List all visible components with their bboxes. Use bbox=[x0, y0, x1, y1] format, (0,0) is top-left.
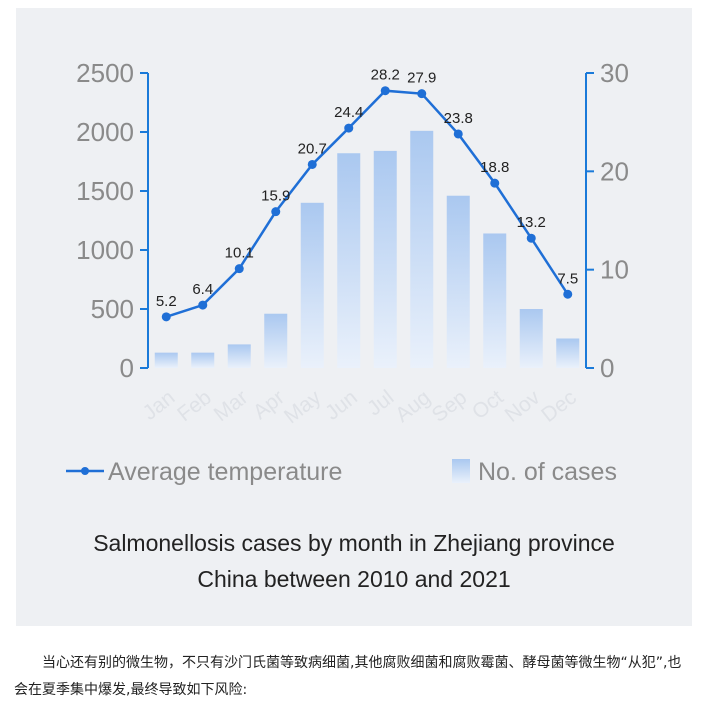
x-label-aug: Aug bbox=[391, 386, 435, 427]
left-tick-label: 500 bbox=[91, 294, 134, 324]
bar-dec bbox=[556, 338, 580, 368]
temperature-point-sep bbox=[453, 129, 463, 139]
bar-jul bbox=[373, 150, 397, 368]
bar-nov bbox=[519, 309, 543, 368]
temperature-point-feb bbox=[198, 300, 208, 310]
x-label-sep: Sep bbox=[428, 386, 472, 427]
temperature-label-nov: 13.2 bbox=[517, 214, 546, 231]
temperature-point-dec bbox=[563, 289, 573, 299]
temperature-point-apr bbox=[271, 207, 281, 217]
temperature-label-dec: 7.5 bbox=[557, 270, 578, 287]
right-tick-label: 30 bbox=[600, 58, 629, 88]
bar-mar bbox=[227, 344, 251, 368]
temperature-point-jun bbox=[344, 123, 354, 133]
right-tick-label: 10 bbox=[600, 255, 629, 285]
temperature-point-nov bbox=[526, 233, 536, 243]
bar-oct bbox=[483, 233, 507, 368]
x-label-jul: Jul bbox=[363, 386, 398, 421]
bar-jan bbox=[154, 352, 178, 368]
temperature-line bbox=[165, 89, 569, 319]
bar-may bbox=[300, 202, 324, 368]
x-label-oct: Oct bbox=[468, 386, 508, 424]
right-tick-label: 20 bbox=[600, 156, 629, 186]
legend-line-marker bbox=[81, 467, 89, 475]
right-tick-label: 0 bbox=[600, 353, 614, 383]
temperature-label-jul: 28.2 bbox=[371, 67, 400, 84]
temperature-label-may: 20.7 bbox=[298, 140, 327, 157]
left-tick-label: 1500 bbox=[76, 176, 134, 206]
temperature-point-jul bbox=[380, 86, 390, 96]
x-label-mar: Mar bbox=[210, 386, 253, 426]
figure-panel: 0 500 1000 1500 2000 2500 0 10 20 30 5.2 6.4 10.1 1… bbox=[16, 8, 692, 626]
temperature-label-apr: 15.9 bbox=[261, 188, 290, 205]
left-tick-label: 2000 bbox=[76, 117, 134, 147]
left-tick-label: 1000 bbox=[76, 235, 134, 265]
x-label-dec: Dec bbox=[537, 386, 581, 427]
temperature-label-mar: 10.1 bbox=[225, 245, 254, 262]
legend-bar-swatch bbox=[452, 459, 470, 483]
chart: 0 500 1000 1500 2000 2500 0 10 20 30 5.2 6.4 10.1 1… bbox=[66, 58, 629, 486]
x-label-may: May bbox=[280, 386, 326, 429]
temperature-point-mar bbox=[234, 264, 244, 274]
x-label-jun: Jun bbox=[321, 386, 362, 425]
left-tick-label: 2500 bbox=[76, 58, 134, 88]
x-label-jan: Jan bbox=[138, 386, 179, 425]
caption-line-2: China between 2010 and 2021 bbox=[197, 566, 511, 592]
legend-temperature-label: Average temperature bbox=[108, 458, 342, 486]
temperature-point-oct bbox=[490, 178, 500, 188]
temperature-label-feb: 6.4 bbox=[192, 281, 213, 298]
temperature-label-sep: 23.8 bbox=[444, 110, 473, 127]
temperature-point-aug bbox=[417, 89, 427, 99]
article-paragraph: 当心还有别的微生物，不只有沙门氏菌等致病细菌,其他腐败细菌和腐败霉菌、酵母菌等微… bbox=[14, 655, 682, 698]
temperature-point-may bbox=[307, 159, 317, 169]
x-label-nov: Nov bbox=[501, 386, 545, 427]
temperature-label-aug: 27.9 bbox=[407, 70, 436, 87]
bar-feb bbox=[191, 352, 215, 368]
bar-sep bbox=[446, 195, 470, 368]
temperature-point-jan bbox=[161, 312, 171, 322]
bar-jun bbox=[337, 153, 361, 368]
temperature-label-jun: 24.4 bbox=[334, 104, 363, 121]
temperature-label-jan: 5.2 bbox=[156, 293, 177, 310]
x-label-feb: Feb bbox=[173, 386, 216, 426]
temperature-label-oct: 18.8 bbox=[480, 159, 509, 176]
bar-aug bbox=[410, 130, 434, 368]
left-tick-label: 0 bbox=[120, 353, 134, 383]
caption-line-1: Salmonellosis cases by month in Zhejiang… bbox=[93, 530, 615, 556]
x-label-apr: Apr bbox=[249, 386, 289, 424]
legend-cases-label: No. of cases bbox=[478, 458, 617, 486]
bar-apr bbox=[264, 313, 288, 368]
